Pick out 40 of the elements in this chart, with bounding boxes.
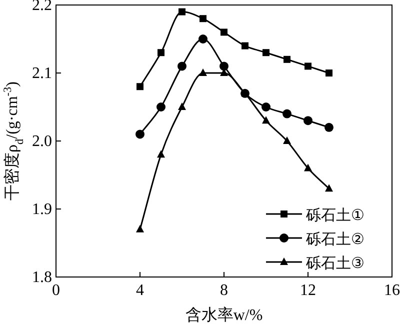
point	[199, 68, 207, 76]
y-tick-label: 2.0	[32, 133, 52, 150]
point	[262, 116, 270, 124]
point	[282, 109, 292, 118]
point	[262, 102, 270, 112]
x-tick-label: 16	[384, 282, 400, 299]
point	[136, 130, 144, 139]
point	[326, 70, 332, 76]
point	[136, 83, 144, 90]
point	[283, 136, 291, 144]
point	[200, 15, 206, 22]
x-tick-label: 12	[300, 282, 316, 299]
point	[136, 224, 144, 232]
x-axis-title: 含水率w/%	[185, 306, 263, 324]
y-tick-label: 1.8	[32, 269, 52, 286]
point	[198, 34, 208, 44]
x-tick-label: 8	[220, 282, 228, 299]
point	[304, 116, 312, 126]
point	[157, 150, 165, 158]
point	[284, 56, 290, 63]
point	[220, 62, 228, 71]
point	[304, 62, 312, 70]
point	[158, 49, 164, 56]
point	[178, 102, 186, 110]
point	[178, 62, 186, 71]
point	[262, 49, 270, 56]
x-tick-label: 0	[52, 282, 60, 299]
point	[242, 42, 248, 50]
legend-label: 砾石土①	[305, 206, 364, 224]
point	[325, 184, 333, 192]
point	[324, 122, 334, 132]
y-tick-label: 1.9	[32, 201, 52, 218]
point	[178, 8, 186, 16]
point	[220, 28, 228, 36]
x-tick-label: 4	[136, 282, 144, 299]
point	[156, 102, 166, 112]
point	[304, 164, 312, 172]
y-tick-label: 2.1	[32, 65, 52, 82]
legend-label: 砾石土③	[305, 254, 364, 272]
legend-label: 砾石土②	[305, 230, 364, 248]
